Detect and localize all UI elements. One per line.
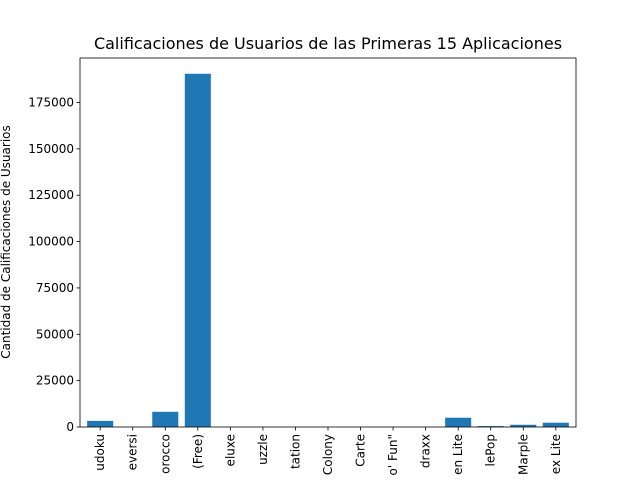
x-tick-label-8: Carte	[354, 434, 368, 467]
x-tick-label-11: en Lite	[451, 434, 465, 475]
bar-0	[87, 420, 114, 427]
bar-2	[152, 411, 179, 427]
bar-13	[510, 424, 537, 427]
y-tick-label-5: 125000	[28, 188, 74, 202]
bar-11	[445, 417, 472, 427]
x-tick-label-12: lePop	[484, 434, 498, 466]
x-tick-label-7: Colony	[321, 434, 335, 475]
bar-3	[184, 73, 211, 428]
x-tick-label-14: ex Lite	[549, 434, 563, 474]
plot-frame	[79, 57, 577, 428]
x-tick-label-10: draxx	[419, 434, 433, 468]
x-tick-label-1: eversi	[126, 434, 140, 470]
y-tick-label-7: 175000	[28, 96, 74, 110]
chart-title: Calificaciones de Usuarios de las Primer…	[94, 34, 562, 53]
y-ticks-group: 0 25000 50000 75000 100000 125000 150000 175000	[28, 96, 80, 434]
x-tick-label-13: Marple	[516, 434, 530, 475]
y-tick-label-6: 150000	[28, 142, 74, 156]
x-tick-label-9: o' Fun"	[386, 434, 400, 475]
bar-14	[542, 422, 569, 427]
y-tick-label-2: 50000	[36, 327, 74, 341]
x-tick-label-0: udoku	[93, 434, 107, 471]
x-ticks-group: udoku eversi orocco (Free) eluxe uzzle tation C…	[93, 427, 563, 475]
x-tick-label-4: eluxe	[223, 434, 237, 466]
y-axis-label: Cantidad de Calificaciones de Usuarios	[0, 125, 13, 359]
x-tick-label-5: uzzle	[256, 434, 270, 465]
x-tick-label-2: orocco	[158, 434, 172, 474]
y-tick-label-4: 100000	[28, 235, 74, 249]
x-tick-label-3: (Free)	[191, 434, 205, 469]
bar-12	[477, 426, 504, 427]
bars-group	[87, 73, 569, 428]
y-tick-label-0: 0	[66, 420, 74, 434]
y-tick-label-1: 25000	[36, 374, 74, 388]
y-tick-label-3: 75000	[36, 281, 74, 295]
x-tick-label-6: tation	[288, 434, 302, 469]
